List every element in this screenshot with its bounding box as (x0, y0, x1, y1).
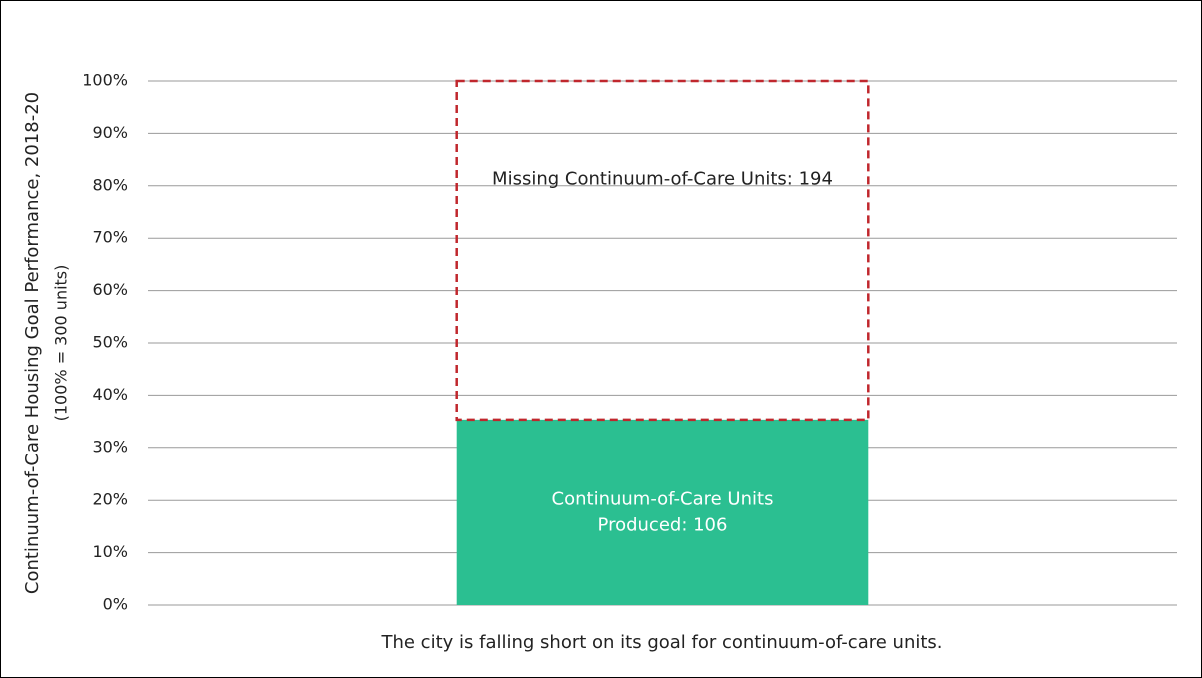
y-tick-label: 100% (82, 71, 128, 90)
y-tick-label: 50% (92, 333, 128, 352)
y-axis-note: (100% = 300 units) (52, 265, 71, 422)
y-tick-label: 90% (92, 123, 128, 142)
y-tick-label: 10% (92, 542, 128, 561)
value-label: Produced: 106 (598, 514, 728, 535)
bar-segment (456, 419, 869, 605)
y-tick-label: 40% (92, 385, 128, 404)
y-tick-label: 20% (92, 490, 128, 509)
value-label: Missing Continuum-of-Care Units: 194 (492, 168, 833, 189)
value-label: Continuum-of-Care Units (552, 488, 774, 509)
y-tick-label: 0% (103, 595, 128, 614)
caption: The city is falling short on its goal fo… (380, 632, 942, 653)
y-tick-label: 30% (92, 437, 128, 456)
y-tick-label: 80% (92, 175, 128, 194)
y-tick-label: 70% (92, 228, 128, 247)
y-tick-label: 60% (92, 280, 128, 299)
bar-segment (455, 79, 870, 422)
y-axis-label: Continuum-of-Care Housing Goal Performan… (22, 92, 43, 594)
